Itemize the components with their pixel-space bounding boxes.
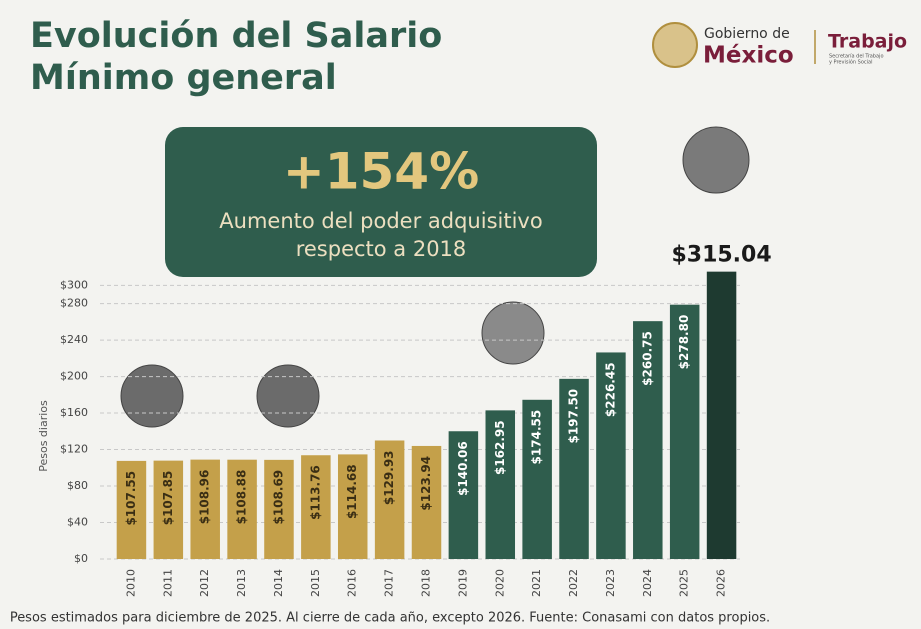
- value-label: $140.06: [456, 441, 470, 496]
- value-label: $315.04: [671, 243, 771, 268]
- x-tick-label: 2018: [420, 569, 433, 597]
- y-tick-label: $120: [60, 443, 88, 456]
- value-label: $114.68: [345, 464, 359, 519]
- logo-subtext: Secretaría del Trabajo: [829, 53, 884, 60]
- bar: [301, 455, 331, 559]
- bar: [411, 445, 442, 559]
- value-label: $107.55: [124, 471, 138, 526]
- value-label: $129.93: [382, 450, 396, 505]
- title-line: Mínimo general: [30, 58, 337, 98]
- footnote: Pesos estimados para diciembre de 2025. …: [10, 611, 770, 626]
- bar: [448, 431, 479, 559]
- y-tick-label: $80: [67, 479, 88, 492]
- bar: [264, 459, 294, 559]
- logo-text: Gobierno de: [704, 26, 790, 42]
- bar: [190, 459, 220, 559]
- bar: [485, 410, 516, 559]
- value-label: $162.95: [493, 420, 507, 475]
- x-tick-label: 2023: [604, 569, 617, 597]
- title-line: Evolución del Salario: [30, 16, 442, 56]
- bar: [669, 304, 700, 559]
- x-tick-label: 2011: [161, 569, 174, 597]
- logo-subtext: y Previsión Social: [829, 59, 872, 66]
- y-tick-label: $200: [60, 370, 88, 383]
- x-tick-label: 2021: [530, 569, 543, 597]
- x-tick-label: 2025: [678, 569, 691, 597]
- x-tick-label: 2014: [272, 569, 285, 597]
- x-tick-label: 2017: [383, 569, 396, 597]
- highlight-text: respecto a 2018: [296, 237, 467, 261]
- value-label: $108.96: [198, 470, 212, 525]
- x-tick-label: 2013: [235, 569, 248, 597]
- x-tick-label: 2016: [346, 569, 359, 597]
- highlight-box: [165, 127, 597, 277]
- bar: [522, 399, 552, 559]
- x-tick-label: 2019: [456, 569, 469, 597]
- portrait: [682, 126, 750, 194]
- y-tick-label: $160: [60, 406, 88, 419]
- y-tick-label: $240: [60, 333, 88, 346]
- x-tick-label: 2024: [641, 569, 654, 597]
- bar: [559, 378, 589, 559]
- logo-text: México: [703, 43, 794, 69]
- value-label: $174.55: [530, 410, 544, 465]
- portrait: [120, 364, 184, 428]
- value-label: $226.45: [603, 362, 617, 417]
- x-tick-label: 2022: [567, 569, 580, 597]
- highlight-text: Aumento del poder adquisitivo: [219, 209, 542, 233]
- highlight-value: +154%: [283, 143, 479, 201]
- x-tick-label: 2020: [493, 569, 506, 597]
- logo-text: Trabajo: [828, 31, 907, 53]
- x-tick-label: 2015: [309, 569, 322, 597]
- x-tick-label: 2010: [124, 569, 137, 597]
- portraits: [120, 126, 750, 428]
- bar: [337, 454, 368, 559]
- value-label: $123.94: [419, 456, 433, 511]
- value-label: $260.75: [640, 331, 654, 386]
- value-label: $197.50: [567, 389, 581, 444]
- value-label: $108.88: [235, 470, 249, 525]
- value-label: $113.76: [308, 465, 322, 520]
- y-axis-label: Pesos diarios: [37, 400, 50, 472]
- bar: [374, 440, 405, 559]
- bar: [596, 352, 626, 559]
- y-tick-label: $300: [60, 278, 88, 291]
- y-tick-label: $0: [74, 552, 88, 565]
- emblem: [652, 22, 698, 68]
- x-tick-label: 2012: [198, 569, 211, 597]
- value-label: $278.80: [677, 315, 691, 370]
- y-tick-label: $280: [60, 297, 88, 310]
- portrait: [481, 301, 545, 365]
- bar: [116, 460, 147, 559]
- bar: [633, 321, 663, 559]
- y-tick-label: $40: [67, 516, 88, 529]
- x-tick-label: 2026: [715, 569, 728, 597]
- bar: [706, 271, 737, 559]
- portrait: [256, 364, 320, 428]
- value-label: $108.69: [271, 470, 285, 525]
- bar: [227, 459, 257, 559]
- value-label: $107.85: [161, 471, 175, 526]
- bar: [153, 460, 184, 559]
